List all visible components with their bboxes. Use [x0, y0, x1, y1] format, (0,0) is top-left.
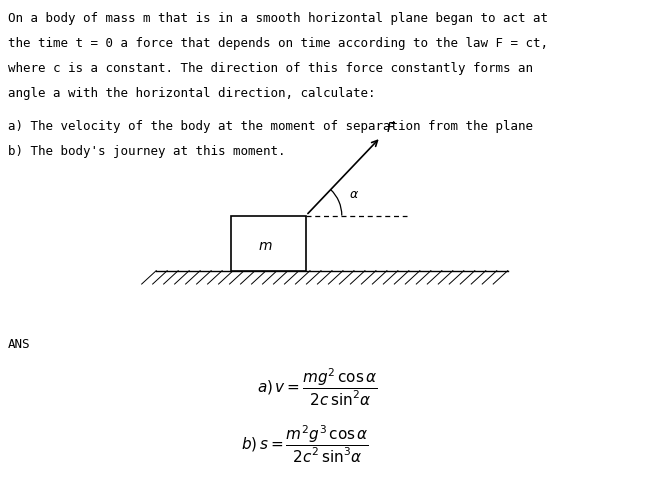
Text: where c is a constant. The direction of this force constantly forms an: where c is a constant. The direction of …	[8, 62, 533, 75]
Text: ANS: ANS	[8, 338, 31, 351]
Text: b) The body's journey at this moment.: b) The body's journey at this moment.	[8, 145, 285, 158]
Text: $\alpha$: $\alpha$	[349, 188, 359, 201]
Text: $b)\, s = \dfrac{m^2g^3\,\cos\alpha}{2c^2\,\sin^3\!\alpha}$: $b)\, s = \dfrac{m^2g^3\,\cos\alpha}{2c^…	[241, 424, 369, 465]
Text: $a)\, v = \dfrac{mg^2\,\cos\alpha}{2c\,\sin^2\!\alpha}$: $a)\, v = \dfrac{mg^2\,\cos\alpha}{2c\,\…	[257, 366, 378, 408]
Text: a) The velocity of the body at the moment of separation from the plane: a) The velocity of the body at the momen…	[8, 120, 533, 133]
Text: $m$: $m$	[258, 239, 272, 253]
Text: On a body of mass m that is in a smooth horizontal plane began to act at: On a body of mass m that is in a smooth …	[8, 12, 547, 25]
Text: angle a with the horizontal direction, calculate:: angle a with the horizontal direction, c…	[8, 87, 376, 100]
Bar	[231, 216, 306, 271]
Text: $F$: $F$	[386, 121, 396, 135]
Text: the time t = 0 a force that depends on time according to the law F = ct,: the time t = 0 a force that depends on t…	[8, 37, 547, 50]
